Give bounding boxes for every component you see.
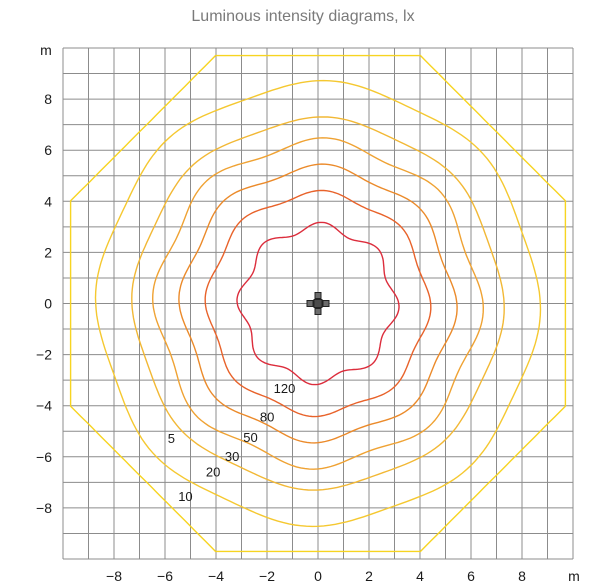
- contour-lines: [69, 54, 567, 553]
- chart-title: Luminous intensity diagrams, lx: [191, 8, 415, 25]
- contour-label-30: 30: [225, 449, 239, 464]
- source-center: [313, 299, 323, 308]
- source-lobe: [322, 300, 330, 307]
- y-tick-label: 6: [44, 142, 52, 158]
- x-tick-label: −8: [106, 568, 122, 584]
- contour-label-80: 80: [260, 409, 274, 424]
- contour-5: [69, 54, 567, 553]
- y-tick-label: 2: [44, 244, 52, 260]
- x-axis-unit: m: [568, 568, 580, 584]
- contour-label-50: 50: [243, 430, 257, 445]
- source-lobe: [314, 292, 322, 299]
- y-tick-label: −8: [36, 500, 52, 516]
- source-lobe: [306, 300, 314, 307]
- x-tick-label: 6: [467, 568, 475, 584]
- source-lobe: [314, 308, 322, 315]
- contour-label-10: 10: [178, 489, 192, 504]
- x-tick-label: 4: [416, 568, 424, 584]
- grid: [62, 47, 574, 560]
- y-tick-label: 4: [44, 193, 52, 209]
- contour-label-120: 120: [274, 381, 296, 396]
- contour-120: [236, 221, 400, 386]
- x-tick-label: −2: [259, 568, 275, 584]
- y-tick-label: −2: [36, 347, 52, 363]
- y-tick-label: 0: [44, 296, 52, 312]
- y-tick-label: 8: [44, 91, 52, 107]
- contour-label-20: 20: [206, 464, 220, 479]
- contour-10: [94, 79, 542, 528]
- x-tick-label: −6: [157, 568, 173, 584]
- y-tick-label: −4: [36, 398, 52, 414]
- y-axis-ticks: 8 6 4 2 0 −2 −4 −6 −8: [36, 91, 52, 516]
- light-source-icon: [306, 292, 330, 315]
- contour-50: [178, 163, 458, 444]
- contour-20: [131, 116, 505, 491]
- x-tick-label: 8: [518, 568, 526, 584]
- contour-80: [204, 189, 432, 418]
- contour-30: [151, 137, 485, 470]
- x-tick-label: 0: [314, 568, 322, 584]
- contour-label-5: 5: [168, 431, 175, 446]
- x-tick-label: 2: [365, 568, 373, 584]
- x-axis-ticks: −8 −6 −4 −2 0 2 4 6 8: [106, 568, 526, 584]
- x-tick-label: −4: [208, 568, 224, 584]
- y-axis-unit: m: [40, 42, 52, 58]
- y-tick-label: −6: [36, 449, 52, 465]
